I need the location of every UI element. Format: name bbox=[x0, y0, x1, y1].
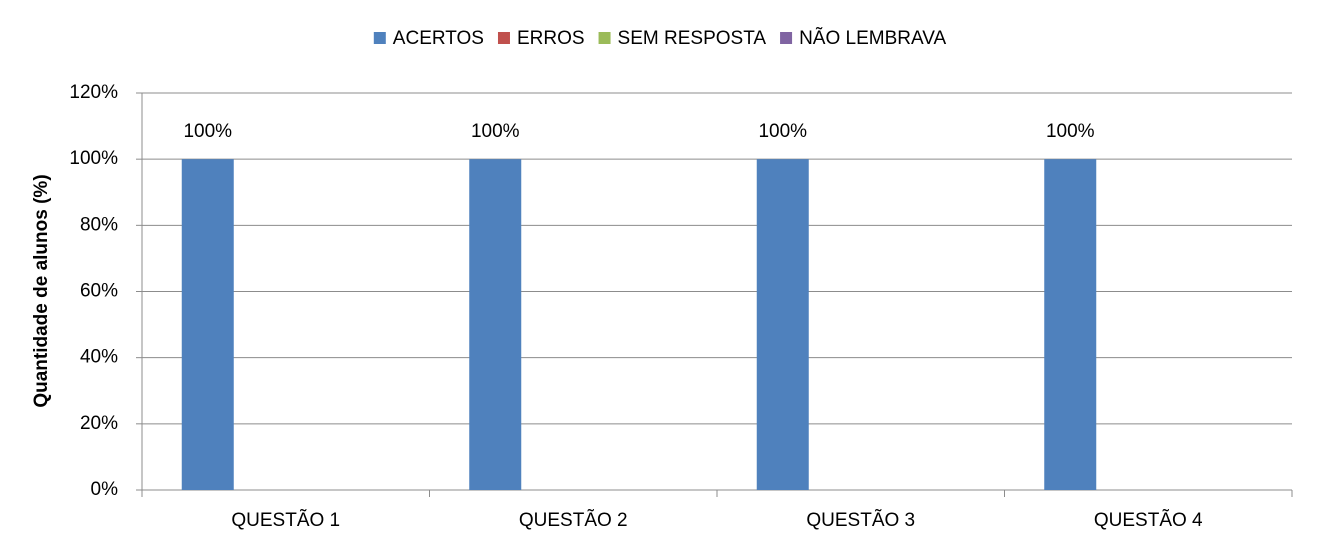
legend-label: ACERTOS bbox=[393, 28, 484, 49]
y-axis-label: Quantidade de alunos (%) bbox=[31, 174, 52, 407]
y-tick-label: 100% bbox=[69, 148, 118, 169]
y-tick-label: 40% bbox=[80, 347, 118, 368]
data-label: 100% bbox=[183, 121, 232, 142]
x-tick-label: QUESTÃO 4 bbox=[1094, 509, 1203, 531]
data-label: 100% bbox=[758, 121, 807, 142]
legend-swatch bbox=[598, 32, 611, 44]
legend-label: NÃO LEMBRAVA bbox=[799, 27, 946, 49]
x-tick-label: QUESTÃO 1 bbox=[231, 509, 340, 531]
y-tick-label: 120% bbox=[69, 82, 118, 103]
legend-swatch bbox=[497, 32, 510, 44]
y-tick-label: 80% bbox=[80, 214, 118, 235]
y-tick-label: 0% bbox=[91, 479, 119, 500]
x-tick-label: QUESTÃO 2 bbox=[519, 509, 628, 531]
y-tick-label: 60% bbox=[80, 281, 118, 302]
legend-swatch bbox=[780, 32, 793, 44]
bar bbox=[756, 159, 809, 490]
x-tick-label: QUESTÃO 3 bbox=[806, 509, 915, 531]
data-label: 100% bbox=[471, 121, 520, 142]
legend-label: ERROS bbox=[517, 28, 585, 49]
legend-swatch bbox=[373, 32, 386, 44]
y-tick-label: 20% bbox=[80, 413, 118, 434]
bar bbox=[469, 159, 522, 490]
data-label: 100% bbox=[1046, 121, 1095, 142]
bar bbox=[1044, 159, 1097, 490]
bar bbox=[181, 159, 234, 490]
legend-label: SEM RESPOSTA bbox=[618, 28, 767, 49]
